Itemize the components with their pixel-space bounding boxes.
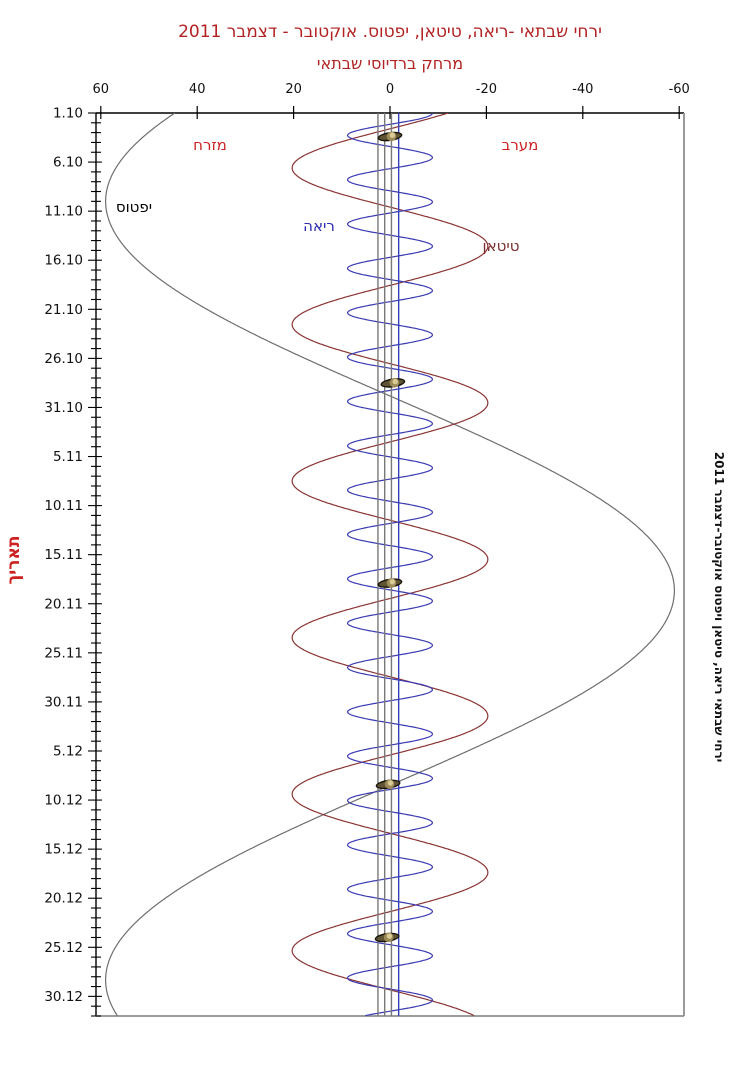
x-tick-label: 60: [93, 82, 110, 97]
y-tick-label: 21.10: [44, 302, 83, 318]
saturn-icon: [377, 578, 403, 588]
y-tick-label: 15.11: [44, 547, 83, 563]
saturn-icon: [374, 932, 400, 943]
saturn-icon: [380, 377, 406, 388]
y-tick-label: 6.10: [53, 155, 83, 171]
y-tick-label: 10.12: [44, 793, 83, 809]
saturn-icon: [375, 779, 401, 790]
y-tick-label: 25.12: [44, 940, 83, 956]
y-tick-label: 30.11: [44, 694, 83, 710]
curve-iapetus: [104, 113, 676, 1016]
x-tick-label: -60: [669, 82, 690, 97]
west-label: מערב: [501, 136, 539, 154]
y-tick-label: 15.12: [44, 842, 83, 858]
curves-group: [104, 113, 676, 1016]
y-tick-label: 31.10: [44, 400, 83, 416]
curve-titan: [291, 113, 489, 1016]
chart-subtitle: מרחק ברדיוסי שבתאי: [316, 54, 464, 73]
saturn-icon: [377, 131, 403, 142]
y-tick-label: 30.12: [44, 989, 83, 1005]
curve-rhea: [347, 113, 433, 1016]
y-tick-label: 20.12: [44, 891, 83, 907]
curve-label-titan: טיטאן: [482, 237, 520, 255]
chart-title: ירחי שבתאי -ריאה, טיטאן, יפטוס. אוקטובר …: [178, 22, 602, 42]
y-tick-label: 10.11: [44, 498, 83, 514]
y-tick-label: 16.10: [44, 253, 83, 269]
y-tick-label: 25.11: [44, 645, 83, 661]
date-axis-label: תאריך: [4, 535, 24, 585]
y-tick-label: 1.10: [53, 106, 83, 122]
east-label: מזרח: [193, 136, 227, 154]
curve-label-rhea: ריאה: [303, 217, 335, 235]
y-tick-label: 5.11: [53, 449, 83, 465]
y-tick-label: 5.12: [53, 743, 83, 759]
x-tick-label: 20: [285, 82, 302, 97]
y-tick-label: 20.11: [44, 596, 83, 612]
side-caption: ירחי שבתאי ריאה, טיטאן ויפטוס אוקטובר-דצ…: [712, 451, 726, 763]
x-tick-label: -40: [572, 82, 593, 97]
x-tick-label: -20: [476, 82, 497, 97]
x-tick-label: 40: [189, 82, 206, 97]
x-tick-label: 0: [386, 82, 394, 97]
y-tick-label: 11.10: [44, 204, 83, 220]
y-tick-label: 26.10: [44, 351, 83, 367]
curve-label-iapetus: יפטוס: [115, 198, 153, 216]
